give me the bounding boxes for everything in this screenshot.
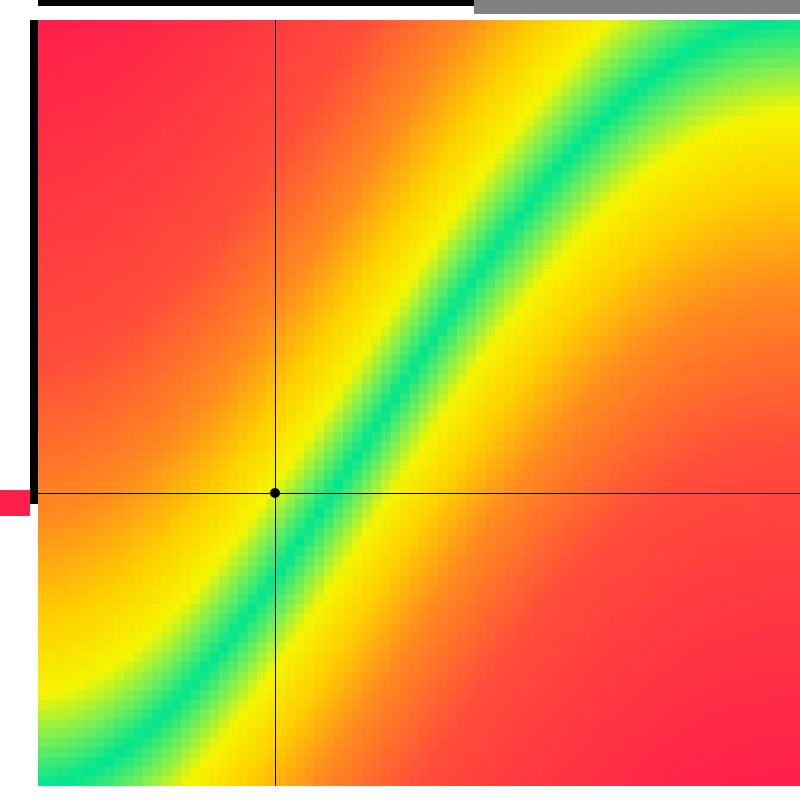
top-black-bar bbox=[38, 0, 474, 6]
left-red-notch bbox=[0, 490, 30, 516]
axis-vertical bbox=[275, 20, 276, 786]
left-black-bar bbox=[30, 20, 38, 504]
axis-horizontal bbox=[38, 493, 800, 494]
axis-cross-dot bbox=[270, 488, 280, 498]
top-gray-bar bbox=[474, 0, 800, 14]
chart-stage bbox=[0, 0, 800, 800]
heatmap-canvas bbox=[38, 20, 800, 786]
